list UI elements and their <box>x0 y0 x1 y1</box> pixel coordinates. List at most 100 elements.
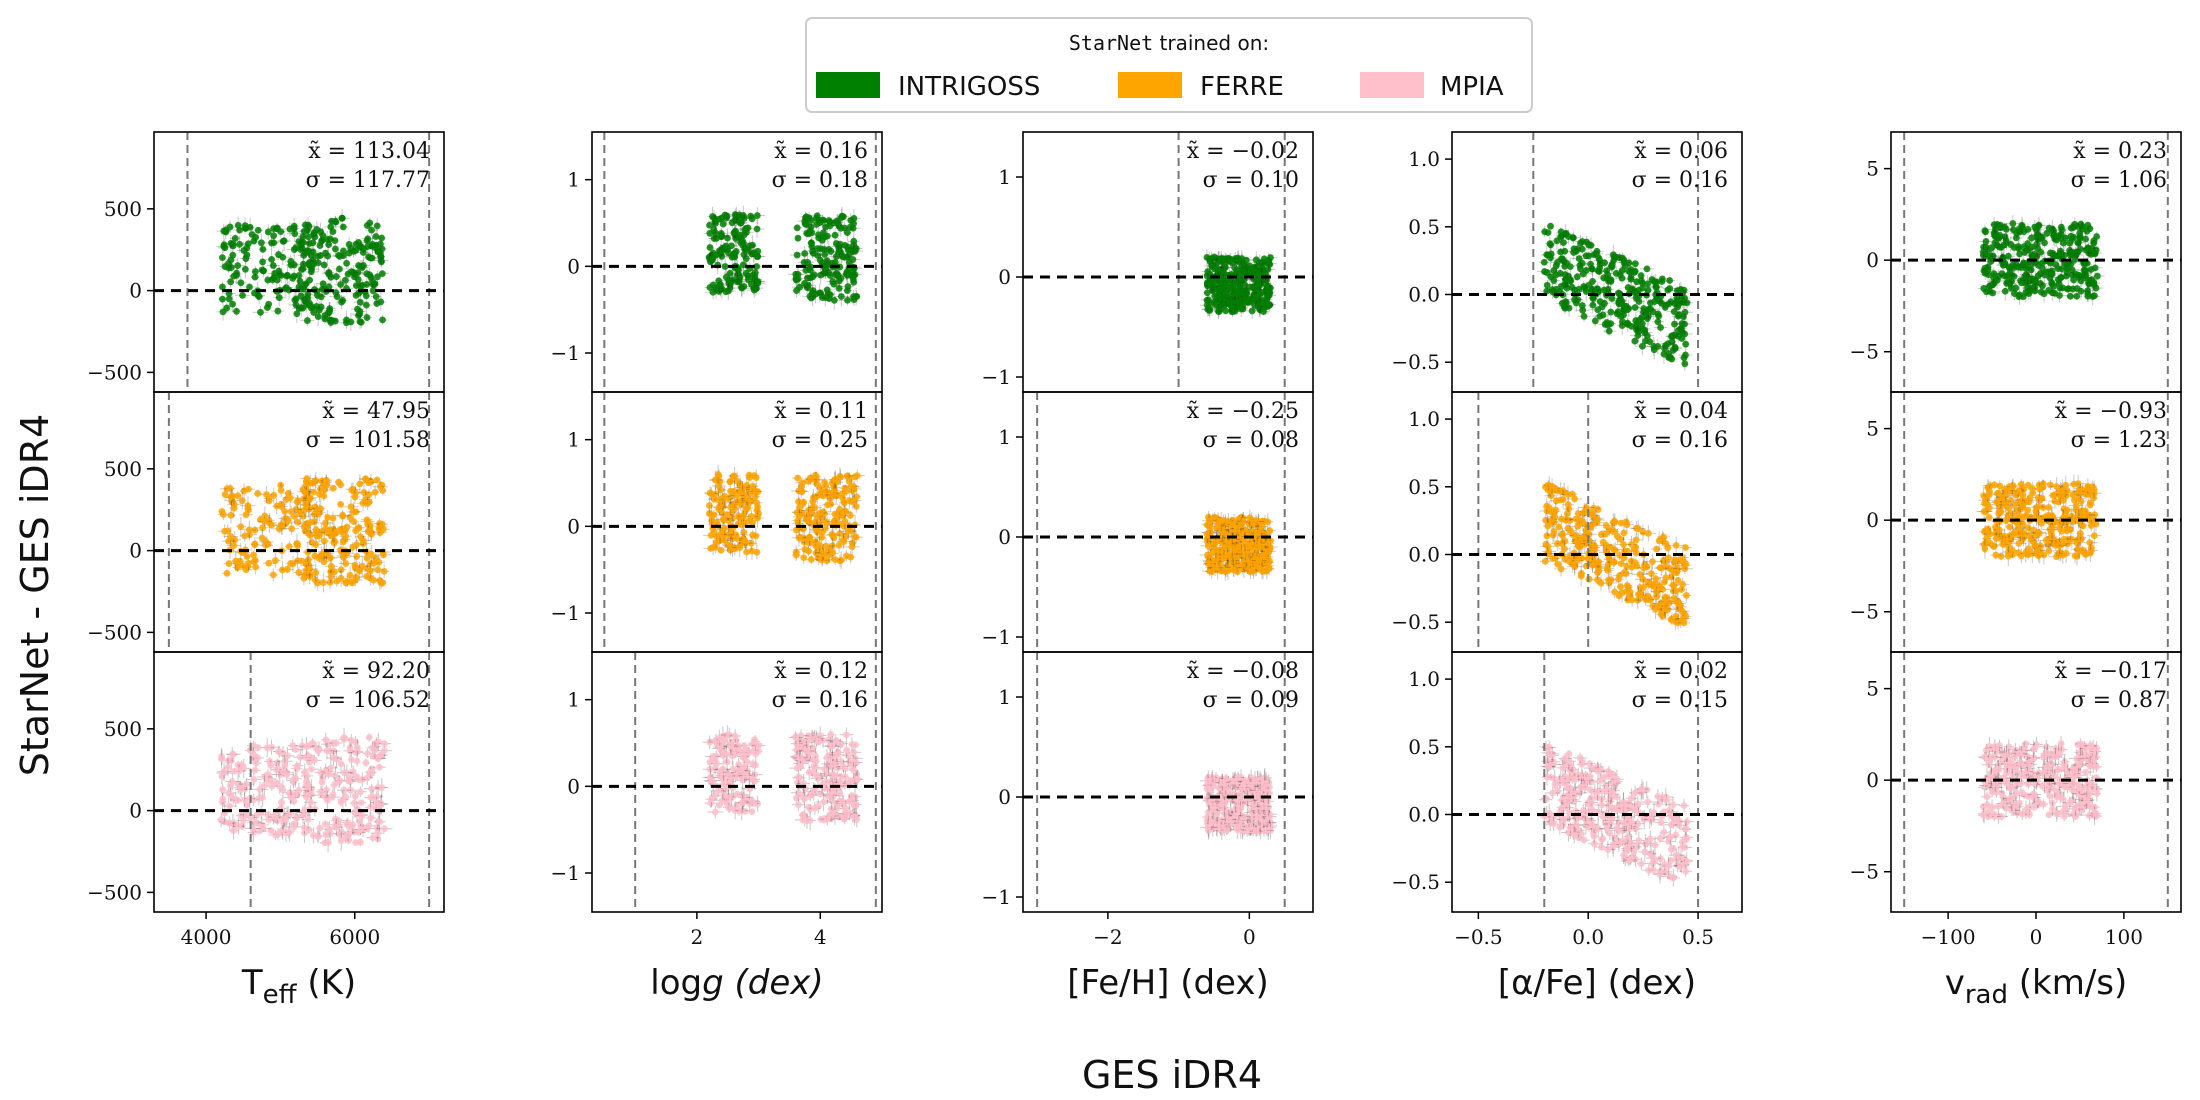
data-point <box>827 491 834 499</box>
data-point <box>257 308 264 316</box>
data-point <box>295 283 303 291</box>
data-point <box>356 788 364 796</box>
data-point <box>337 481 344 489</box>
data-point <box>714 470 722 478</box>
data-point <box>373 222 381 230</box>
data-point <box>369 794 377 801</box>
data-point <box>368 226 375 234</box>
data-point <box>837 511 845 519</box>
data-point <box>380 825 388 833</box>
data-point <box>294 542 302 549</box>
data-point <box>792 276 800 284</box>
data-point <box>330 781 338 789</box>
data-point <box>363 314 371 321</box>
data-point <box>711 218 719 225</box>
data-point <box>731 228 739 236</box>
data-point <box>312 569 320 576</box>
data-point <box>290 820 298 828</box>
data-point <box>808 229 816 237</box>
data-point <box>746 242 753 250</box>
data-point <box>281 762 289 770</box>
sigma-annotation: σ = 117.77 <box>306 168 430 193</box>
data-point <box>849 224 857 232</box>
data-point <box>316 824 324 832</box>
data-point <box>301 768 309 776</box>
data-point <box>242 224 249 232</box>
data-point <box>285 543 293 550</box>
data-point <box>283 272 291 280</box>
data-point <box>281 508 289 515</box>
data-point <box>739 484 747 491</box>
data-point <box>336 252 344 260</box>
data-point <box>733 492 741 499</box>
data-point <box>754 247 762 255</box>
data-point <box>264 811 272 818</box>
data-point <box>834 218 842 226</box>
data-point <box>848 543 856 551</box>
data-point <box>277 486 285 494</box>
data-point <box>300 824 308 831</box>
data-point <box>329 531 337 539</box>
data-point <box>817 289 825 297</box>
data-point <box>218 254 226 262</box>
data-point <box>304 556 312 564</box>
data-point <box>367 768 374 776</box>
data-point <box>245 559 252 567</box>
data-point <box>339 511 346 519</box>
data-point <box>715 287 723 295</box>
data-point <box>336 777 344 785</box>
legend-swatch-ferre <box>1118 72 1182 98</box>
data-point <box>372 233 380 240</box>
plot-area <box>154 652 444 912</box>
data-point <box>817 245 824 253</box>
data-point <box>337 798 345 806</box>
data-point <box>272 766 280 774</box>
data-point <box>286 494 294 502</box>
data-point <box>346 571 354 579</box>
data-point <box>744 224 752 232</box>
data-point <box>254 490 262 497</box>
plot-area <box>592 132 882 392</box>
data-point <box>292 746 300 753</box>
data-point <box>365 253 372 261</box>
data-point <box>351 273 358 281</box>
data-point <box>831 556 839 563</box>
data-point <box>752 532 760 540</box>
data-point <box>822 542 830 550</box>
data-point <box>337 500 345 508</box>
data-point <box>237 523 245 531</box>
y-tick-label: 0 <box>567 514 580 538</box>
data-point <box>747 539 755 547</box>
data-point <box>302 500 310 508</box>
data-point <box>846 512 854 519</box>
data-point <box>233 269 240 277</box>
data-point <box>256 827 263 835</box>
data-point <box>799 479 807 487</box>
data-point <box>378 784 386 791</box>
data-point <box>235 823 242 830</box>
x-tick-label: 4000 <box>181 925 232 949</box>
data-point <box>322 831 330 838</box>
data-point <box>328 316 336 324</box>
data-point <box>329 228 337 236</box>
data-point <box>355 567 363 575</box>
data-point <box>749 519 757 527</box>
data-point <box>301 506 309 513</box>
legend-label-ferre: FERRE <box>1200 72 1284 102</box>
data-point <box>795 534 803 542</box>
data-point <box>320 579 327 586</box>
data-point <box>853 293 861 300</box>
y-tick-label: 500 <box>104 717 142 741</box>
panel-logg-ferre: x̃ = 0.11 σ = 0.25 −1 0 1 <box>551 391 883 653</box>
data-point <box>376 818 384 826</box>
data-point <box>308 265 316 273</box>
data-point <box>327 562 335 570</box>
data-point <box>326 554 334 562</box>
data-point <box>345 240 353 248</box>
sigma-annotation: σ = 0.18 <box>772 168 868 193</box>
data-point <box>227 791 235 799</box>
y-tick-label: −1 <box>551 601 580 625</box>
data-point <box>311 576 319 584</box>
data-point <box>836 530 844 538</box>
